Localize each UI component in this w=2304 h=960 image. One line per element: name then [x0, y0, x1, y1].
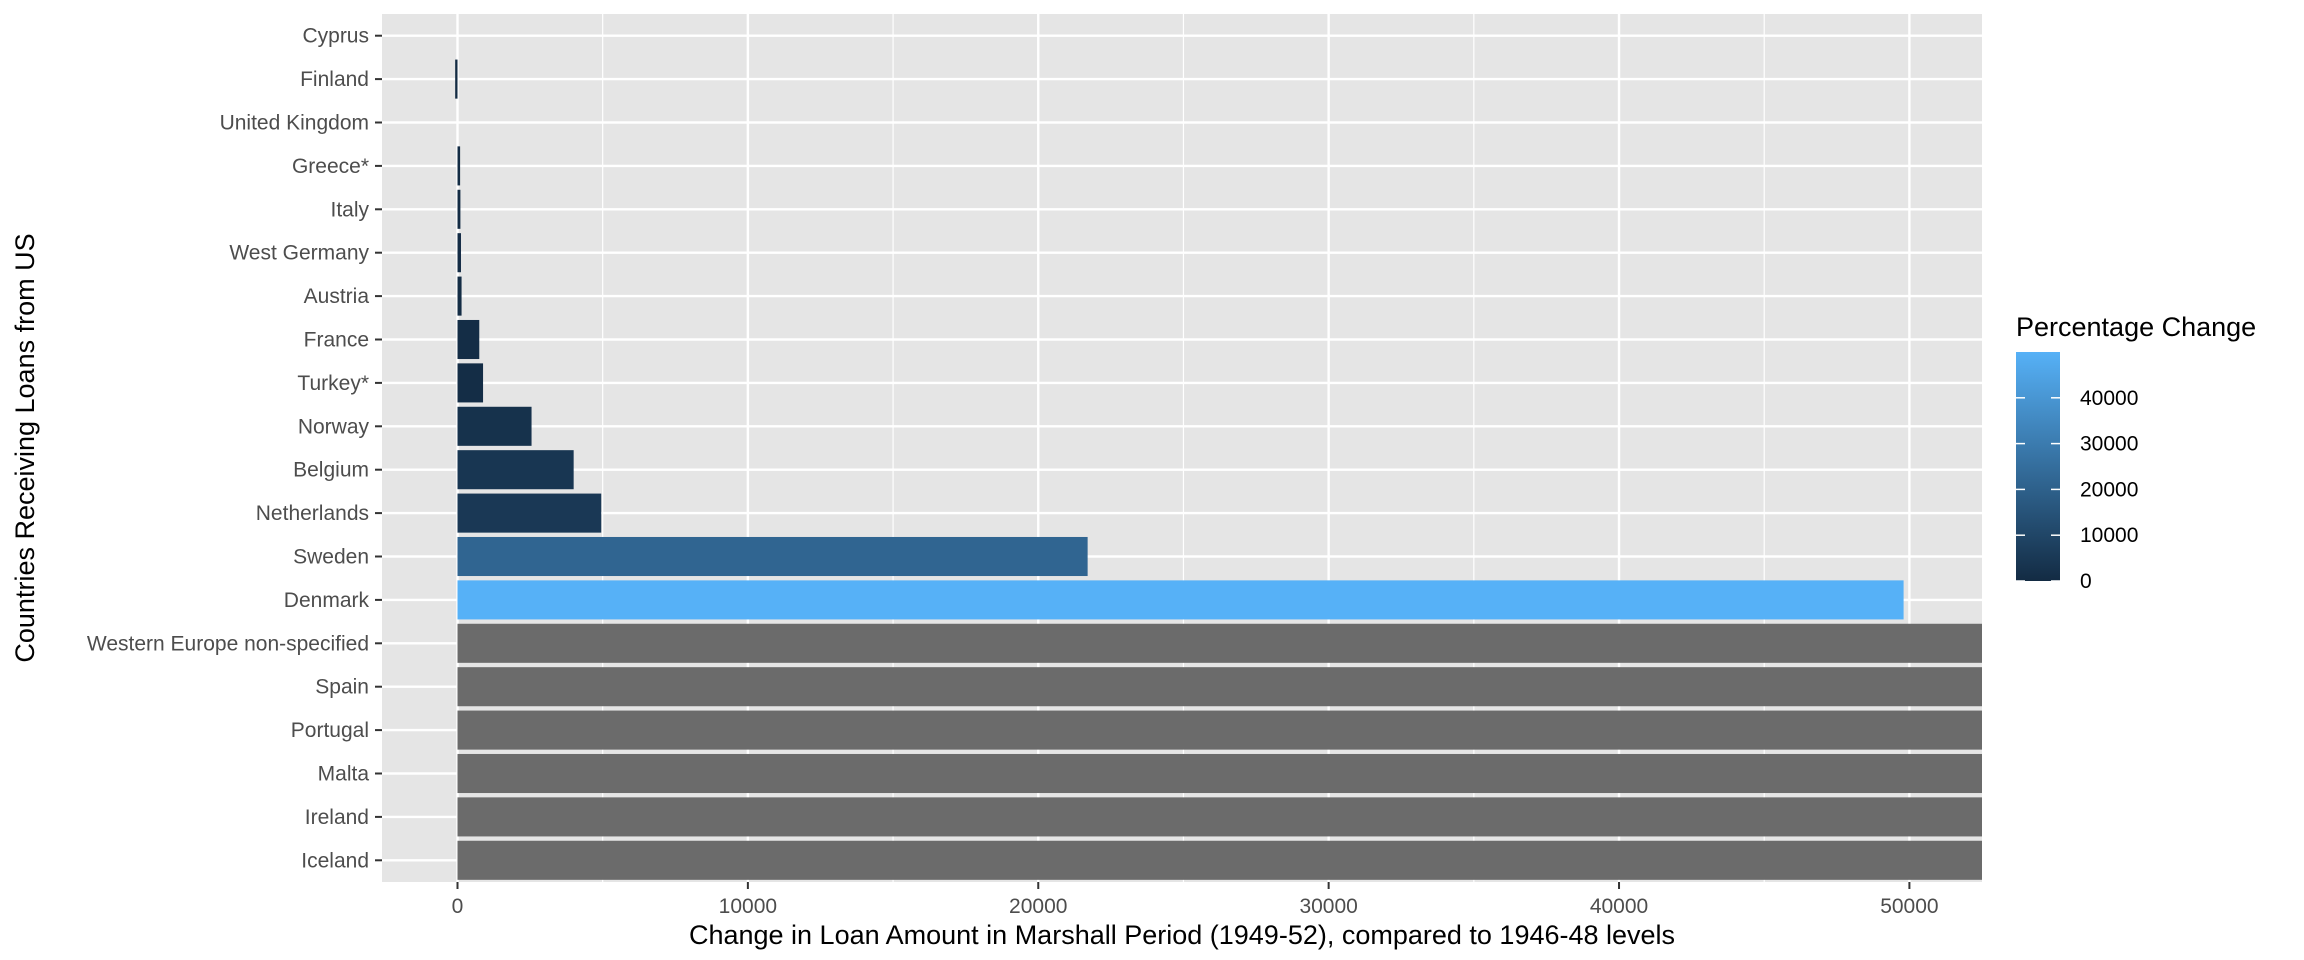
- bars: [455, 59, 1983, 880]
- bar: [457, 363, 484, 403]
- bar: [457, 233, 461, 273]
- x-tick-label: 0: [452, 895, 464, 918]
- legend-title: Percentage Change: [2016, 312, 2256, 342]
- y-tick-label: Greece*: [292, 155, 369, 178]
- y-tick-label: Netherlands: [256, 502, 369, 525]
- y-tick-label: Cyprus: [302, 25, 369, 48]
- bar: [457, 319, 480, 360]
- y-tick-label: Iceland: [301, 849, 369, 872]
- legend-label: 0: [2080, 570, 2092, 593]
- y-tick-label: Sweden: [293, 546, 369, 569]
- bar: [457, 710, 1983, 750]
- bar: [457, 276, 462, 316]
- y-axis: Cyprus Finland United Kingdom Greece* Italy W…: [87, 25, 382, 872]
- bar: [457, 146, 461, 186]
- bar: [457, 840, 1983, 880]
- x-tick-label: 50000: [1880, 895, 1938, 918]
- y-tick-label: Turkey*: [297, 372, 369, 395]
- y-tick-label: Belgium: [293, 459, 369, 482]
- y-tick-label: Austria: [304, 285, 370, 308]
- bar: [457, 753, 1983, 794]
- x-tick-label: 10000: [719, 895, 777, 918]
- bar: [457, 189, 461, 229]
- bar: [455, 59, 458, 99]
- x-tick-label: 40000: [1590, 895, 1648, 918]
- x-axis-title: Change in Loan Amount in Marshall Period…: [689, 920, 1675, 950]
- bar: [457, 406, 532, 446]
- legend-label: 30000: [2080, 433, 2138, 456]
- bar: [457, 580, 1904, 620]
- y-tick-label: Finland: [300, 68, 369, 91]
- y-axis-title: Countries Receiving Loans from US: [10, 233, 40, 662]
- y-tick-label: Portugal: [291, 719, 369, 742]
- y-tick-label: United Kingdom: [220, 112, 369, 135]
- y-tick-label: Spain: [315, 676, 369, 699]
- bar: [457, 450, 574, 490]
- bar: [457, 797, 1983, 837]
- x-axis: 0 10000 20000 30000 40000 50000: [452, 882, 1939, 918]
- y-tick-label: France: [304, 329, 369, 352]
- y-tick-label: Ireland: [305, 806, 369, 829]
- legend-label: 10000: [2080, 524, 2138, 547]
- y-tick-label: Malta: [318, 763, 370, 786]
- bar: [457, 493, 602, 533]
- legend-colorbar: [2016, 352, 2060, 581]
- y-tick-label: Western Europe non-specified: [87, 632, 369, 655]
- bar: [457, 536, 1088, 577]
- bar: [457, 623, 1983, 663]
- legend: Percentage Change 0 10000 20000 30000 40000: [2016, 312, 2256, 593]
- bar: [457, 667, 1983, 707]
- legend-label: 20000: [2080, 478, 2138, 501]
- plot-panel: [382, 14, 1982, 882]
- y-tick-label: Denmark: [284, 589, 370, 612]
- y-tick-label: Norway: [298, 415, 370, 438]
- legend-label: 40000: [2080, 387, 2138, 410]
- x-tick-label: 20000: [1009, 895, 1067, 918]
- y-tick-label: West Germany: [229, 242, 369, 265]
- y-tick-label: Italy: [330, 198, 369, 221]
- x-tick-label: 30000: [1299, 895, 1357, 918]
